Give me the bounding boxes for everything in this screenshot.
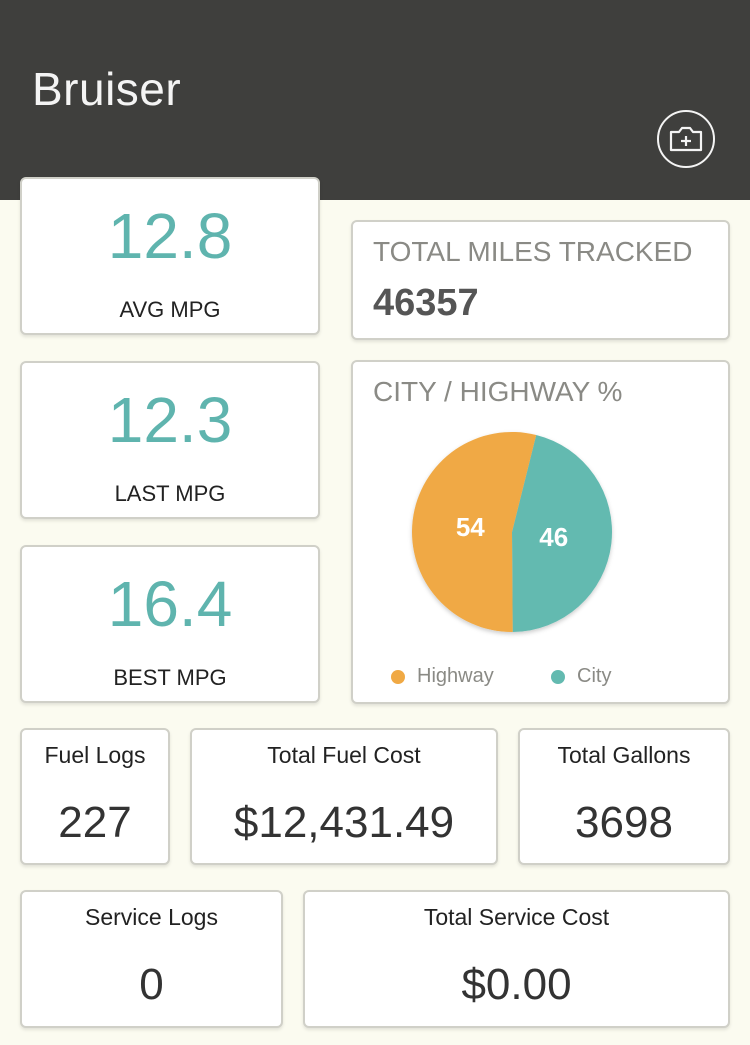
legend-city-dot <box>551 669 565 684</box>
camera-plus-icon <box>669 126 703 152</box>
legend-city: City <box>551 665 611 688</box>
service-logs-label: Service Logs <box>85 904 218 930</box>
total-miles-title: TOTAL MILES TRACKED <box>373 236 693 267</box>
service-logs-card[interactable]: Service Logs 0 <box>20 890 283 1028</box>
total-gallons-card: Total Gallons 3698 <box>518 728 730 865</box>
fuel-logs-label: Fuel Logs <box>44 742 146 768</box>
total-service-cost-value: $0.00 <box>461 960 572 1009</box>
last-mpg-label: LAST MPG <box>114 481 226 506</box>
total-service-cost-label: Total Service Cost <box>423 904 610 930</box>
total-gallons-value: 3698 <box>575 798 673 847</box>
legend-highway: Highway <box>391 665 494 688</box>
avg-mpg-value: 12.8 <box>107 200 233 272</box>
total-miles-value: 46357 <box>373 282 479 324</box>
city-highway-title: CITY / HIGHWAY % <box>373 376 623 407</box>
best-mpg-label: BEST MPG <box>113 665 227 690</box>
total-miles-card: TOTAL MILES TRACKED 46357 <box>351 220 730 340</box>
fuel-logs-value: 227 <box>58 798 132 847</box>
pie-slice-city <box>512 434 612 632</box>
total-service-cost-card: Total Service Cost $0.00 <box>303 890 730 1028</box>
fuel-logs-card[interactable]: Fuel Logs 227 <box>20 728 170 865</box>
avg-mpg-card: 12.8 AVG MPG <box>20 177 320 335</box>
avg-mpg-label: AVG MPG <box>119 297 221 322</box>
total-fuel-cost-value: $12,431.49 <box>233 798 455 847</box>
total-gallons-label: Total Gallons <box>557 742 691 768</box>
legend-city-label: City <box>577 665 612 687</box>
pie-slice-highway <box>411 432 537 632</box>
total-fuel-cost-card: Total Fuel Cost $12,431.49 <box>190 728 498 865</box>
legend-highway-label: Highway <box>417 665 494 687</box>
add-photo-button[interactable] <box>657 110 715 168</box>
best-mpg-card: 16.4 BEST MPG <box>20 545 320 703</box>
last-mpg-value: 12.3 <box>107 384 233 456</box>
pie-label-highway: 54 <box>456 512 485 542</box>
city-highway-card: CITY / HIGHWAY % 46 54 Highway City <box>351 360 730 704</box>
last-mpg-card: 12.3 LAST MPG <box>20 361 320 519</box>
service-logs-value: 0 <box>139 960 164 1009</box>
vehicle-title: Bruiser <box>32 63 182 115</box>
city-highway-pie-chart: 46 54 <box>411 432 612 632</box>
best-mpg-value: 16.4 <box>107 568 233 640</box>
legend-highway-dot <box>391 669 405 684</box>
total-fuel-cost-label: Total Fuel Cost <box>267 742 421 768</box>
app-header: Bruiser <box>0 0 750 200</box>
pie-label-city: 46 <box>539 522 568 552</box>
